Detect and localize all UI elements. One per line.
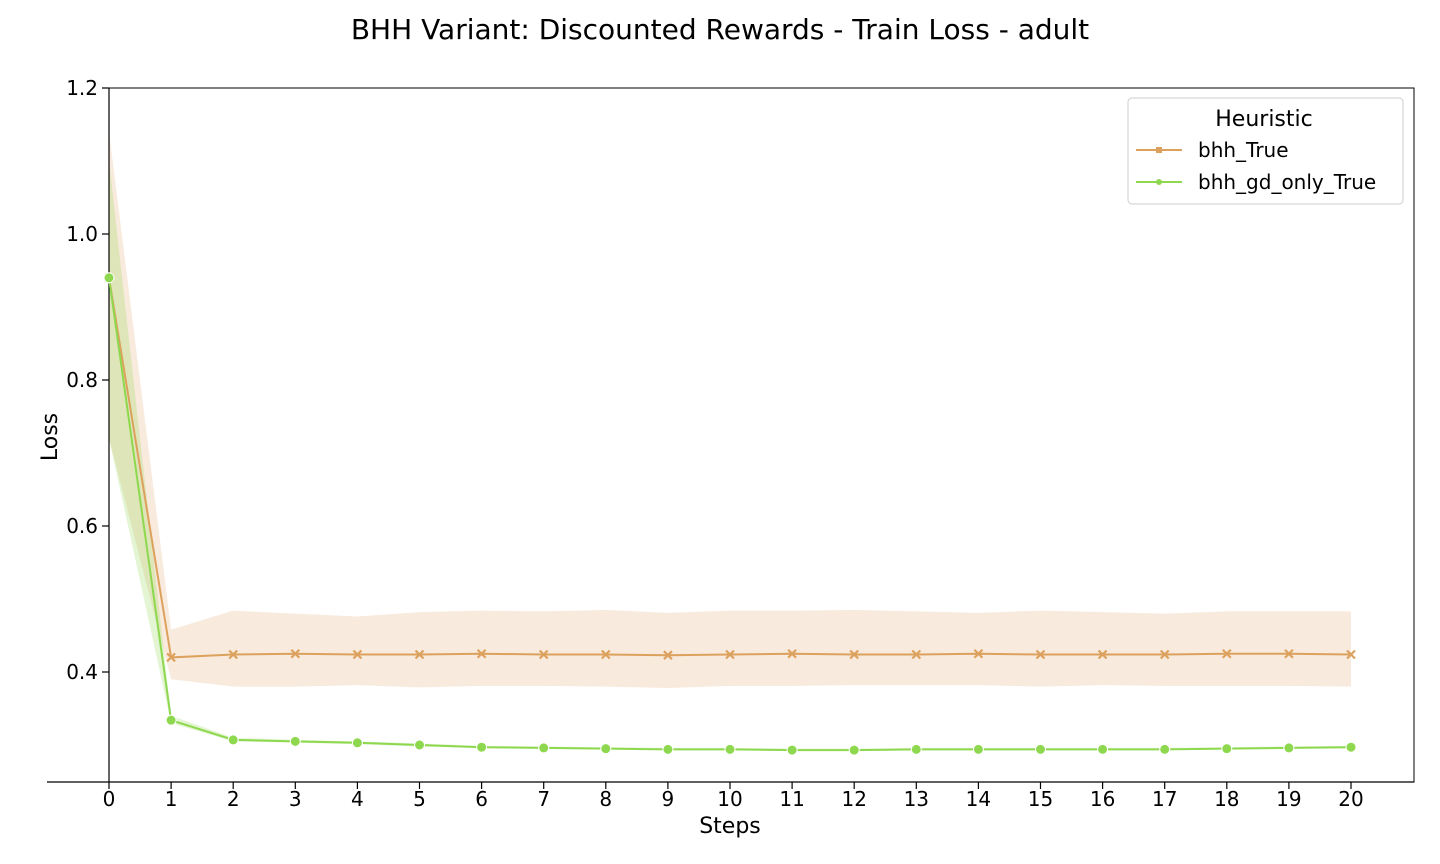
- data-point-bhh_gd_only_True: [351, 737, 363, 749]
- x-tick-label: 6: [475, 787, 488, 811]
- data-point-bhh_gd_only_True: [600, 743, 612, 755]
- data-point-bhh_True: [290, 648, 301, 659]
- x-tick-label: 2: [227, 787, 240, 811]
- legend-label: bhh_True: [1198, 138, 1289, 162]
- legend-swatch-marker: [1156, 147, 1162, 153]
- data-point-bhh_True: [1346, 649, 1356, 660]
- legend-box: [1127, 97, 1404, 205]
- data-point-bhh_True: [973, 648, 984, 659]
- y-tick-label: 0.4: [66, 660, 98, 684]
- legend-entry-bhh_gd_only_True: bhh_gd_only_True: [1136, 170, 1376, 194]
- data-point-bhh_gd_only_True: [1159, 743, 1171, 755]
- data-point-bhh_gd_only_True: [724, 743, 736, 755]
- confidence-bands: [109, 131, 1351, 751]
- data-point-bhh_True: [1284, 648, 1294, 659]
- data-point-bhh_gd_only_True: [910, 743, 922, 755]
- data-point-bhh_True: [1159, 649, 1170, 660]
- x-tick-label: 15: [1028, 787, 1053, 811]
- x-axis-label: Steps: [699, 814, 761, 839]
- y-tick-label: 1.0: [66, 222, 98, 246]
- legend-swatch-marker: [1156, 179, 1162, 185]
- data-point-bhh_True: [414, 649, 425, 660]
- y-tick-label: 0.8: [66, 368, 98, 392]
- data-point-bhh_True: [166, 652, 176, 663]
- data-point-bhh_gd_only_True: [972, 743, 984, 755]
- data-point-bhh_gd_only_True: [414, 739, 425, 751]
- data-point-bhh_True: [476, 648, 487, 659]
- y-tick-label: 1.2: [66, 76, 98, 100]
- confidence-band-bhh_True: [109, 131, 1351, 689]
- legend-entries: bhh_True bhh_gd_only_True: [1136, 138, 1376, 194]
- x-tick-label: 12: [841, 787, 866, 811]
- data-point-bhh_gd_only_True: [1345, 741, 1357, 753]
- data-point-bhh_True: [1035, 649, 1046, 660]
- x-tick-label: 20: [1338, 787, 1363, 811]
- data-point-bhh_True: [849, 649, 859, 660]
- data-point-bhh_True: [787, 648, 797, 659]
- x-tick-label: 5: [413, 787, 426, 811]
- x-tick-label: 8: [599, 787, 612, 811]
- data-point-bhh_True: [1097, 649, 1108, 660]
- y-ticks: 0.4 0.6 0.8 1.0 1.2: [66, 76, 109, 684]
- legend: Heuristic bhh_True bhh_gd_only_True: [1127, 97, 1404, 205]
- x-tick-label: 11: [779, 787, 804, 811]
- legend-title: Heuristic: [1215, 107, 1312, 132]
- x-ticks: 0 1 2 3 4 5 6 7 8 9 10 11 12 13 14 15 16 17 18 19 20: [103, 782, 1364, 811]
- x-tick-label: 16: [1090, 787, 1115, 811]
- y-tick-label: 0.6: [66, 514, 98, 538]
- x-tick-label: 0: [103, 787, 116, 811]
- series-line-bhh_True: [108, 277, 1352, 659]
- x-tick-label: 13: [904, 787, 929, 811]
- data-point-bhh_True: [601, 649, 611, 660]
- x-tick-label: 4: [351, 787, 364, 811]
- data-point-bhh_gd_only_True: [289, 735, 301, 747]
- data-point-bhh_gd_only_True: [103, 272, 115, 284]
- data-point-bhh_gd_only_True: [165, 714, 177, 726]
- x-tick-label: 10: [717, 787, 742, 811]
- legend-entry-bhh_True: bhh_True: [1136, 138, 1289, 162]
- data-point-bhh_gd_only_True: [1283, 742, 1295, 754]
- y-axis-label: Loss: [38, 413, 63, 461]
- data-point-bhh_True: [538, 649, 549, 660]
- chart-title: BHH Variant: Discounted Rewards - Train …: [351, 13, 1089, 46]
- x-tick-label: 3: [289, 787, 302, 811]
- data-point-bhh_True: [725, 649, 735, 660]
- data-point-bhh_gd_only_True: [476, 741, 488, 753]
- series-markers: [103, 272, 1357, 756]
- data-point-bhh_True: [911, 649, 922, 660]
- x-tick-label: 17: [1152, 787, 1177, 811]
- x-tick-label: 7: [537, 787, 550, 811]
- data-point-bhh_True: [663, 650, 673, 660]
- data-point-bhh_gd_only_True: [1221, 743, 1233, 755]
- data-point-bhh_gd_only_True: [662, 743, 674, 755]
- data-point-bhh_True: [228, 649, 238, 660]
- x-tick-label: 14: [966, 787, 991, 811]
- data-point-bhh_gd_only_True: [1035, 743, 1046, 755]
- data-point-bhh_gd_only_True: [538, 742, 550, 754]
- data-point-bhh_gd_only_True: [1097, 743, 1109, 755]
- x-tick-label: 18: [1214, 787, 1239, 811]
- data-point-bhh_True: [352, 649, 363, 660]
- legend-label: bhh_gd_only_True: [1198, 170, 1376, 194]
- x-tick-label: 19: [1276, 787, 1301, 811]
- x-tick-label: 9: [662, 787, 675, 811]
- data-point-bhh_gd_only_True: [848, 744, 860, 756]
- data-point-bhh_True: [1222, 648, 1232, 659]
- x-tick-label: 1: [165, 787, 178, 811]
- data-point-bhh_gd_only_True: [786, 744, 798, 756]
- data-point-bhh_gd_only_True: [227, 734, 239, 746]
